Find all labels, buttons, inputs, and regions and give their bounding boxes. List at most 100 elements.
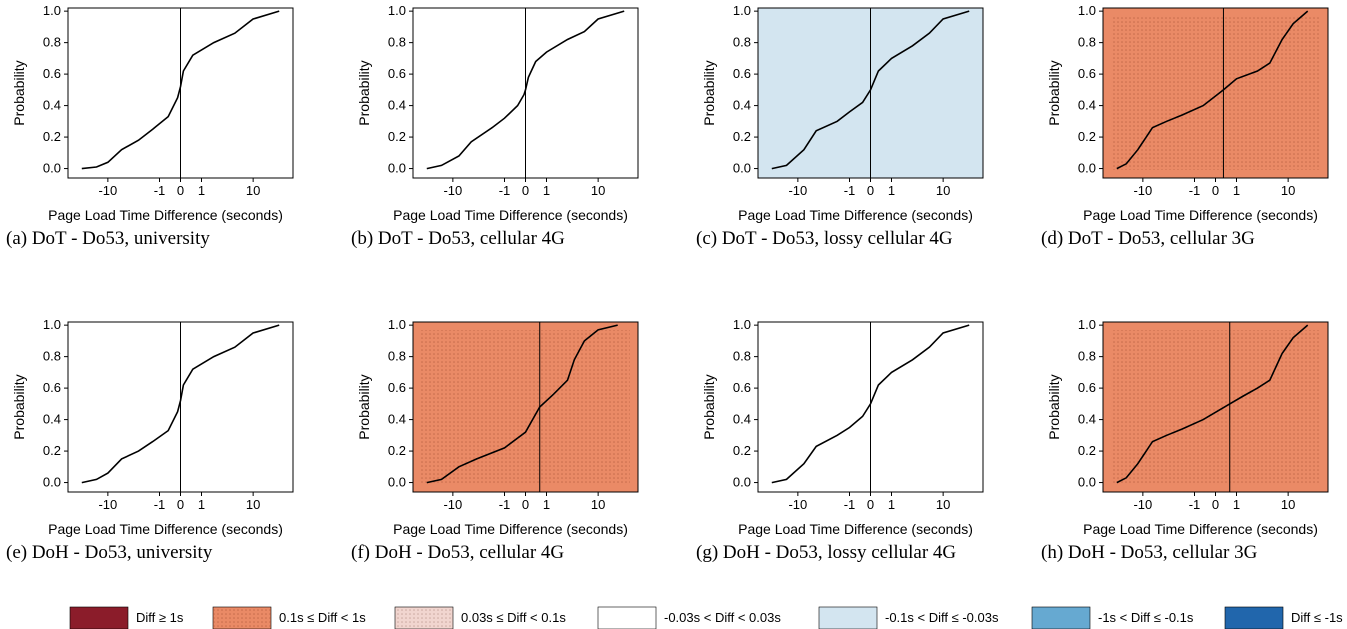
y-tick-label: 0.4 xyxy=(388,412,406,427)
x-tick-label: -10 xyxy=(788,183,807,198)
cdf-line xyxy=(1116,10,1309,170)
y-tick-label: 1.0 xyxy=(388,3,406,18)
x-axis-label: Page Load Time Difference (seconds) xyxy=(48,207,283,223)
plot-dot-pattern xyxy=(421,330,630,484)
legend: Diff ≥ 1s 0.1s ≤ Diff < 1s 0.03s ≤ Diff < … xyxy=(69,606,1343,629)
y-tick-label: 0.6 xyxy=(733,380,751,395)
legend-label: Diff ≤ -1s xyxy=(1291,610,1343,625)
x-tick-label: 0 xyxy=(1212,183,1219,198)
x-tick-label: 1 xyxy=(888,497,895,512)
x-tick-label: -10 xyxy=(1133,497,1152,512)
legend-label: -1s < Diff ≤ -0.1s xyxy=(1098,610,1194,625)
cdf-line xyxy=(1116,324,1309,484)
y-tick-label: 0.6 xyxy=(388,66,406,81)
y-tick-label: 0.0 xyxy=(733,475,751,490)
x-tick-label: 10 xyxy=(936,497,950,512)
y-tick-label: 0.8 xyxy=(733,35,751,50)
cdf-line xyxy=(426,324,618,484)
legend-label: 0.1s ≤ Diff < 1s xyxy=(279,610,366,625)
y-tick-label: 0.8 xyxy=(43,349,61,364)
y-tick-label: 0.0 xyxy=(43,161,61,176)
x-tick-label: 10 xyxy=(246,497,260,512)
x-tick-label: 1 xyxy=(543,183,550,198)
y-tick-label: 0.8 xyxy=(1078,35,1096,50)
y-tick-label: 1.0 xyxy=(1078,317,1096,332)
x-tick-label: -1 xyxy=(154,497,166,512)
y-axis-label: Probability xyxy=(11,374,27,439)
y-axis-label: Probability xyxy=(11,60,27,125)
y-axis-label: Probability xyxy=(701,374,717,439)
legend-label: Diff ≥ 1s xyxy=(136,610,184,625)
x-tick-label: 0 xyxy=(1212,497,1219,512)
x-tick-label: 1 xyxy=(1233,497,1240,512)
x-tick-label: 1 xyxy=(198,497,205,512)
cdf-line xyxy=(771,324,970,484)
y-tick-label: 0.0 xyxy=(1078,161,1096,176)
y-tick-label: 0.8 xyxy=(1078,349,1096,364)
plot-dot-pattern xyxy=(1111,16,1320,170)
y-axis-label: Probability xyxy=(356,374,372,439)
y-axis-label: Probability xyxy=(701,60,717,125)
y-tick-label: 0.6 xyxy=(1078,66,1096,81)
x-axis-label: Page Load Time Difference (seconds) xyxy=(393,521,628,537)
y-tick-label: 0.2 xyxy=(733,129,751,144)
x-tick-label: 1 xyxy=(888,183,895,198)
x-tick-label: 10 xyxy=(246,183,260,198)
cdf-line xyxy=(426,10,625,170)
legend-label: -0.1s < Diff ≤ -0.03s xyxy=(885,610,999,625)
y-tick-label: 0.4 xyxy=(733,412,751,427)
x-tick-label: 1 xyxy=(543,497,550,512)
x-axis-label: Page Load Time Difference (seconds) xyxy=(48,521,283,537)
x-tick-label: -10 xyxy=(98,497,117,512)
y-tick-label: 0.0 xyxy=(388,161,406,176)
plot-dot-pattern xyxy=(1111,330,1320,484)
panel-caption: (g) DoH - Do53, lossy cellular 4G xyxy=(696,542,956,563)
legend-swatch xyxy=(69,606,129,629)
y-tick-label: 0.8 xyxy=(388,349,406,364)
legend-swatch xyxy=(818,606,878,629)
x-tick-label: 0 xyxy=(177,183,184,198)
x-tick-label: 1 xyxy=(198,183,205,198)
y-tick-label: 0.4 xyxy=(43,98,61,113)
y-axis-label: Probability xyxy=(1046,374,1062,439)
panel-caption: (b) DoT - Do53, cellular 4G xyxy=(351,228,565,249)
x-tick-label: 10 xyxy=(591,497,605,512)
y-tick-label: 0.6 xyxy=(43,66,61,81)
panel-caption: (e) DoH - Do53, university xyxy=(6,542,213,563)
legend-swatch xyxy=(1224,606,1284,629)
x-axis-label: Page Load Time Difference (seconds) xyxy=(1083,207,1318,223)
x-tick-label: -1 xyxy=(499,183,511,198)
y-tick-label: 0.4 xyxy=(1078,98,1096,113)
x-tick-label: -1 xyxy=(844,183,856,198)
cdf-line xyxy=(81,324,280,484)
x-tick-label: -10 xyxy=(443,497,462,512)
x-tick-label: -1 xyxy=(1189,497,1201,512)
y-tick-label: 0.4 xyxy=(733,98,751,113)
x-tick-label: -10 xyxy=(788,497,807,512)
x-tick-label: -10 xyxy=(1133,183,1152,198)
x-tick-label: 1 xyxy=(1233,183,1240,198)
y-tick-label: 0.6 xyxy=(1078,380,1096,395)
y-tick-label: 0.2 xyxy=(388,129,406,144)
x-tick-label: 10 xyxy=(936,183,950,198)
y-tick-label: 1.0 xyxy=(388,317,406,332)
y-tick-label: 0.8 xyxy=(388,35,406,50)
y-tick-label: 0.0 xyxy=(1078,475,1096,490)
y-tick-label: 0.6 xyxy=(388,380,406,395)
legend-label: -0.03s < Diff < 0.03s xyxy=(664,610,781,625)
y-tick-label: 0.2 xyxy=(43,129,61,144)
x-tick-label: 10 xyxy=(591,183,605,198)
y-tick-label: 0.8 xyxy=(43,35,61,50)
x-tick-label: 0 xyxy=(522,183,529,198)
y-tick-label: 0.0 xyxy=(733,161,751,176)
x-axis-label: Page Load Time Difference (seconds) xyxy=(738,521,973,537)
